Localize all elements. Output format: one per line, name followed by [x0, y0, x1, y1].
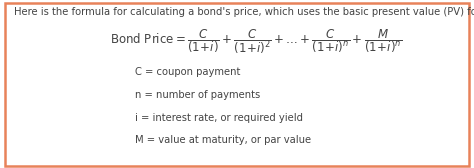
Text: n = number of payments: n = number of payments — [135, 90, 260, 100]
Text: M = value at maturity, or par value: M = value at maturity, or par value — [135, 135, 311, 145]
Text: C = coupon payment: C = coupon payment — [135, 67, 240, 77]
FancyBboxPatch shape — [5, 3, 469, 166]
Text: $\mathrm{Bond\ Price} = \dfrac{C}{(1\!+\!i)} + \dfrac{C}{(1\!+\!i)^{2}} + \ldots: $\mathrm{Bond\ Price} = \dfrac{C}{(1\!+\… — [110, 28, 402, 56]
Text: i = interest rate, or required yield: i = interest rate, or required yield — [135, 113, 303, 123]
Text: Here is the formula for calculating a bond's price, which uses the basic present: Here is the formula for calculating a bo… — [14, 7, 474, 17]
